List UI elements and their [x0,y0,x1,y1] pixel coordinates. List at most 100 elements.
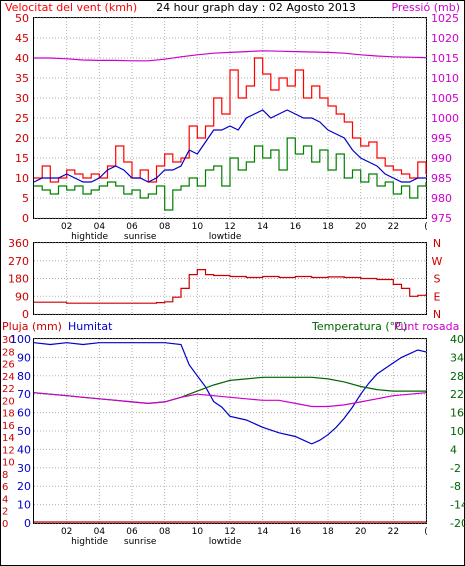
temperature-series [33,342,427,523]
tide-sun-markers-lower: hightide sunrise lowtide [71,537,242,547]
temperature-grid [34,338,427,524]
x-tick-label: 16 [290,222,302,232]
wind-speed-tick-label: 50 [15,12,29,25]
series-line-min [34,137,427,211]
x-tick-label: 02 [61,222,72,232]
rain-tick-label: 14 [2,433,15,444]
temperature-tick-label: -2 [450,462,461,475]
x-tick-label: 04 [94,222,106,232]
wind-speed-label: Velocitat del vent (kmh) [5,1,137,14]
x-tick-label: 06 [126,527,138,537]
wind-speed-tick-label: 30 [15,92,29,105]
x-tick-label: 10 [192,222,204,232]
graph-title: 24 hour graph day : 02 Agosto 2013 [156,1,356,14]
series-line-avg [33,109,426,183]
humidity-label: Humitat [68,320,113,333]
rain-tick-label: 16 [2,421,15,432]
humidity-tick-label: 30 [17,462,31,475]
humidity-tick-label: 40 [17,443,31,456]
temperature-tick-label: 4 [450,443,457,456]
wind-speed-tick-label: 15 [15,152,29,165]
series-line-dewpoint [33,392,427,408]
dewpoint-label: Punt rosada [394,320,459,333]
x-tick-label: 04 [94,527,106,537]
series-line-pressure [34,50,427,62]
rain-tick-label: 0 [2,519,8,530]
tide-sun-markers: hightide sunrise lowtide [71,232,242,242]
temperature-tick-label: 40 [450,333,464,346]
temperature-tick-label: 16 [450,407,464,420]
rain-tick-label: 24 [2,372,15,383]
wind-series [33,50,427,211]
direction-tick-label: 0 [22,308,29,321]
compass-letter: W [432,255,443,268]
pressure-tick-label: 990 [431,152,452,165]
wind-speed-tick-label: 10 [15,172,29,185]
rain-label: Pluja (mm) [2,320,62,333]
x-tick-label: ( [424,222,428,232]
humidity-tick-label: 90 [17,351,31,364]
humidity-tick-label: 50 [17,425,31,438]
temperature-tick-label: 34 [450,351,464,364]
time-marker-label: hightide [71,232,108,242]
direction-tick-label: 270 [8,255,29,268]
x-tick-label: 16 [290,527,302,537]
time-marker-label: hightide [71,537,108,547]
humidity-tick-label: 60 [17,407,31,420]
humidity-tick-label: 0 [24,517,31,530]
wind-speed-tick-label: 25 [15,112,29,125]
wind-speed-tick-label: 40 [15,52,29,65]
x-tick-label: 20 [355,527,367,537]
rain-tick-label: 6 [2,482,8,493]
wind-speed-axis: 0 5 10 15 20 25 30 35 40 45 50 [15,12,29,225]
pressure-tick-label: 975 [431,212,452,225]
pressure-tick-label: 1025 [431,12,459,25]
pressure-tick-label: 1010 [431,72,459,85]
pressure-axis: 975 980 985 990 995 1000 1005 1010 1015 1020 1025 [431,12,459,225]
compass-letter: E [434,290,441,303]
time-marker-label: sunrise [124,537,157,547]
wind-speed-tick-label: 45 [15,32,29,45]
wind-grid [34,17,427,219]
temperature-tick-label: 28 [450,370,464,383]
rain-tick-label: 12 [2,445,15,456]
rain-tick-label: 8 [2,470,8,481]
x-tick-label: 10 [192,527,204,537]
x-tick-label: 20 [355,222,367,232]
direction-tick-label: 180 [8,273,29,286]
series-line-humidity [33,342,427,445]
wind-speed-tick-label: 20 [15,132,29,145]
temperature-label: Temperatura (°C) [311,320,407,333]
temperature-time-axis: 02 04 06 08 10 12 14 16 18 20 22 ( [61,527,428,537]
x-tick-label: 22 [388,222,399,232]
pressure-tick-label: 1015 [431,52,459,65]
compass-letter: N [433,308,441,321]
temperature-tick-label: 10 [450,425,464,438]
pressure-tick-label: 980 [431,192,452,205]
x-tick-label: 08 [159,527,171,537]
rain-tick-label: 2 [2,507,8,518]
rain-tick-label: 22 [2,384,15,395]
x-tick-label: 12 [224,527,235,537]
humidity-axis: 0 10 20 30 40 50 60 70 80 90 100 [10,333,31,530]
temperature-tick-label: -8 [450,480,461,493]
humidity-tick-label: 10 [17,499,31,512]
rain-tick-label: 26 [2,360,15,371]
series-line-direction [34,269,427,304]
direction-tick-label: 90 [15,290,29,303]
direction-axis: 0 90 180 270 360 [8,237,29,321]
rain-tick-label: 30 [2,335,15,346]
rain-tick-label: 28 [2,347,15,358]
temperature-axis: -20 -14 -8 -2 4 10 16 22 28 34 40 [450,333,465,530]
temperature-tick-label: 22 [450,388,464,401]
x-tick-label: 12 [224,222,235,232]
x-tick-label: 02 [61,527,72,537]
x-tick-label: 18 [322,222,334,232]
rain-tick-label: 4 [2,494,8,505]
x-tick-label: 22 [388,527,399,537]
